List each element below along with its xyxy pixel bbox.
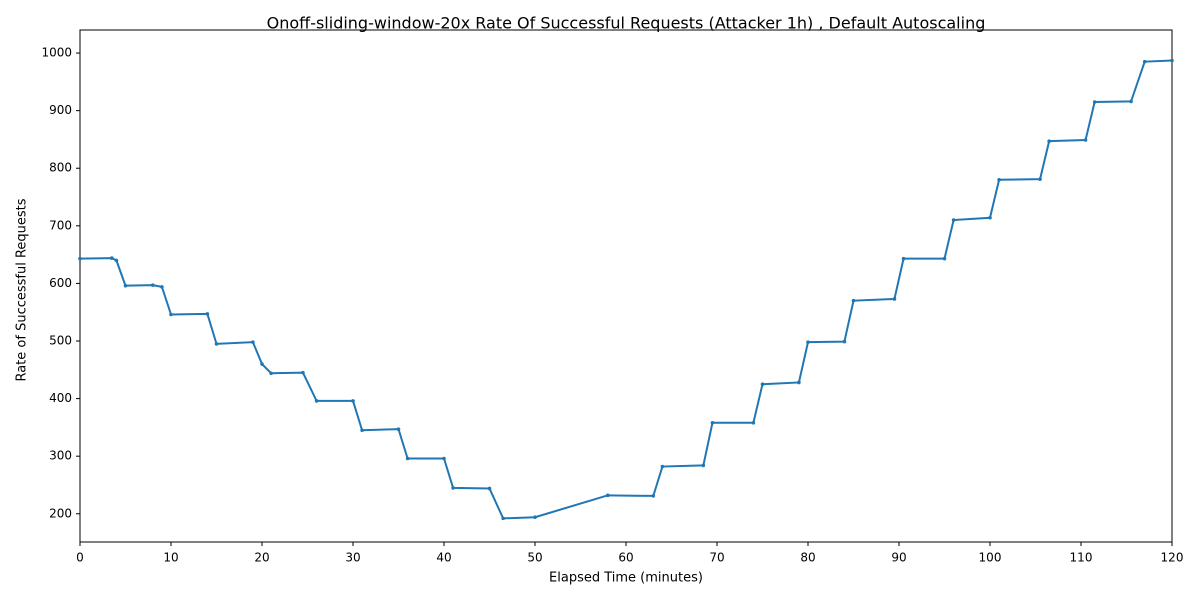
data-point [123, 283, 128, 288]
y-axis-label: Rate of Successful Requests [15, 198, 30, 381]
data-point [110, 256, 114, 260]
data-point [997, 177, 1001, 182]
x-tick-label: 30 [345, 551, 360, 565]
x-tick-label: 60 [618, 551, 633, 565]
x-tick-label: 20 [254, 551, 269, 565]
data-point [169, 312, 173, 317]
data-point [1092, 100, 1097, 104]
chart-title: Onoff-sliding-window-20x Rate Of Success… [267, 14, 986, 33]
data-point [269, 371, 273, 376]
data-point [1047, 139, 1051, 143]
data-point [701, 463, 706, 468]
data-point [260, 362, 264, 366]
x-tick-label: 80 [800, 551, 815, 565]
x-tick-label: 90 [891, 551, 906, 565]
data-point [160, 285, 164, 289]
x-tick-label: 0 [76, 551, 84, 565]
data-point [951, 218, 956, 222]
y-tick-label: 400 [49, 391, 72, 405]
y-tick-label: 700 [49, 218, 72, 232]
data-point [301, 370, 305, 375]
data-point [360, 428, 364, 433]
data-point [1038, 177, 1042, 181]
data-point [1170, 58, 1174, 63]
data-point [396, 427, 401, 431]
data-point [988, 215, 992, 220]
x-tick-label: 50 [527, 551, 542, 565]
data-point [314, 399, 319, 403]
y-tick-label: 1000 [41, 46, 72, 60]
data-point [214, 342, 219, 346]
data-point [1129, 99, 1133, 104]
data-point [710, 420, 715, 425]
data-point [651, 494, 656, 498]
data-point [851, 298, 856, 303]
data-point [78, 256, 82, 261]
data-point [487, 486, 492, 491]
plot-frame [79, 29, 1173, 543]
data-point [660, 464, 665, 469]
data-point [1083, 138, 1088, 142]
data-point [405, 456, 410, 461]
data-line [79, 59, 1173, 520]
data-point [205, 312, 210, 316]
data-point [797, 380, 801, 385]
data-point [942, 256, 947, 261]
y-tick-label: 500 [49, 334, 72, 348]
data-point [442, 456, 446, 461]
x-tick-label: 120 [1161, 551, 1184, 565]
data-point [501, 516, 505, 521]
x-tick-label: 40 [436, 551, 451, 565]
y-tick-label: 900 [49, 103, 72, 117]
data-point [892, 297, 897, 301]
data-point [533, 515, 537, 520]
x-tick-label: 70 [709, 551, 724, 565]
data-point [451, 486, 455, 490]
data-point [760, 382, 765, 386]
data-point [842, 339, 847, 344]
x-axis-label: Elapsed Time (minutes) [549, 571, 703, 586]
data-point [1142, 59, 1147, 64]
data-point [751, 420, 756, 425]
data-point [251, 340, 255, 344]
data-point [151, 283, 155, 287]
data-point [351, 399, 355, 403]
data-point [901, 256, 906, 261]
y-tick-label: 600 [49, 276, 72, 290]
y-tick-label: 300 [49, 449, 72, 463]
x-tick-label: 100 [979, 551, 1002, 565]
x-tick-label: 110 [1070, 551, 1093, 565]
data-point [606, 493, 610, 498]
y-tick-label: 800 [49, 161, 72, 175]
x-tick-label: 10 [163, 551, 178, 565]
data-point [114, 258, 119, 263]
y-tick-label: 200 [49, 506, 72, 520]
data-point [806, 340, 810, 344]
